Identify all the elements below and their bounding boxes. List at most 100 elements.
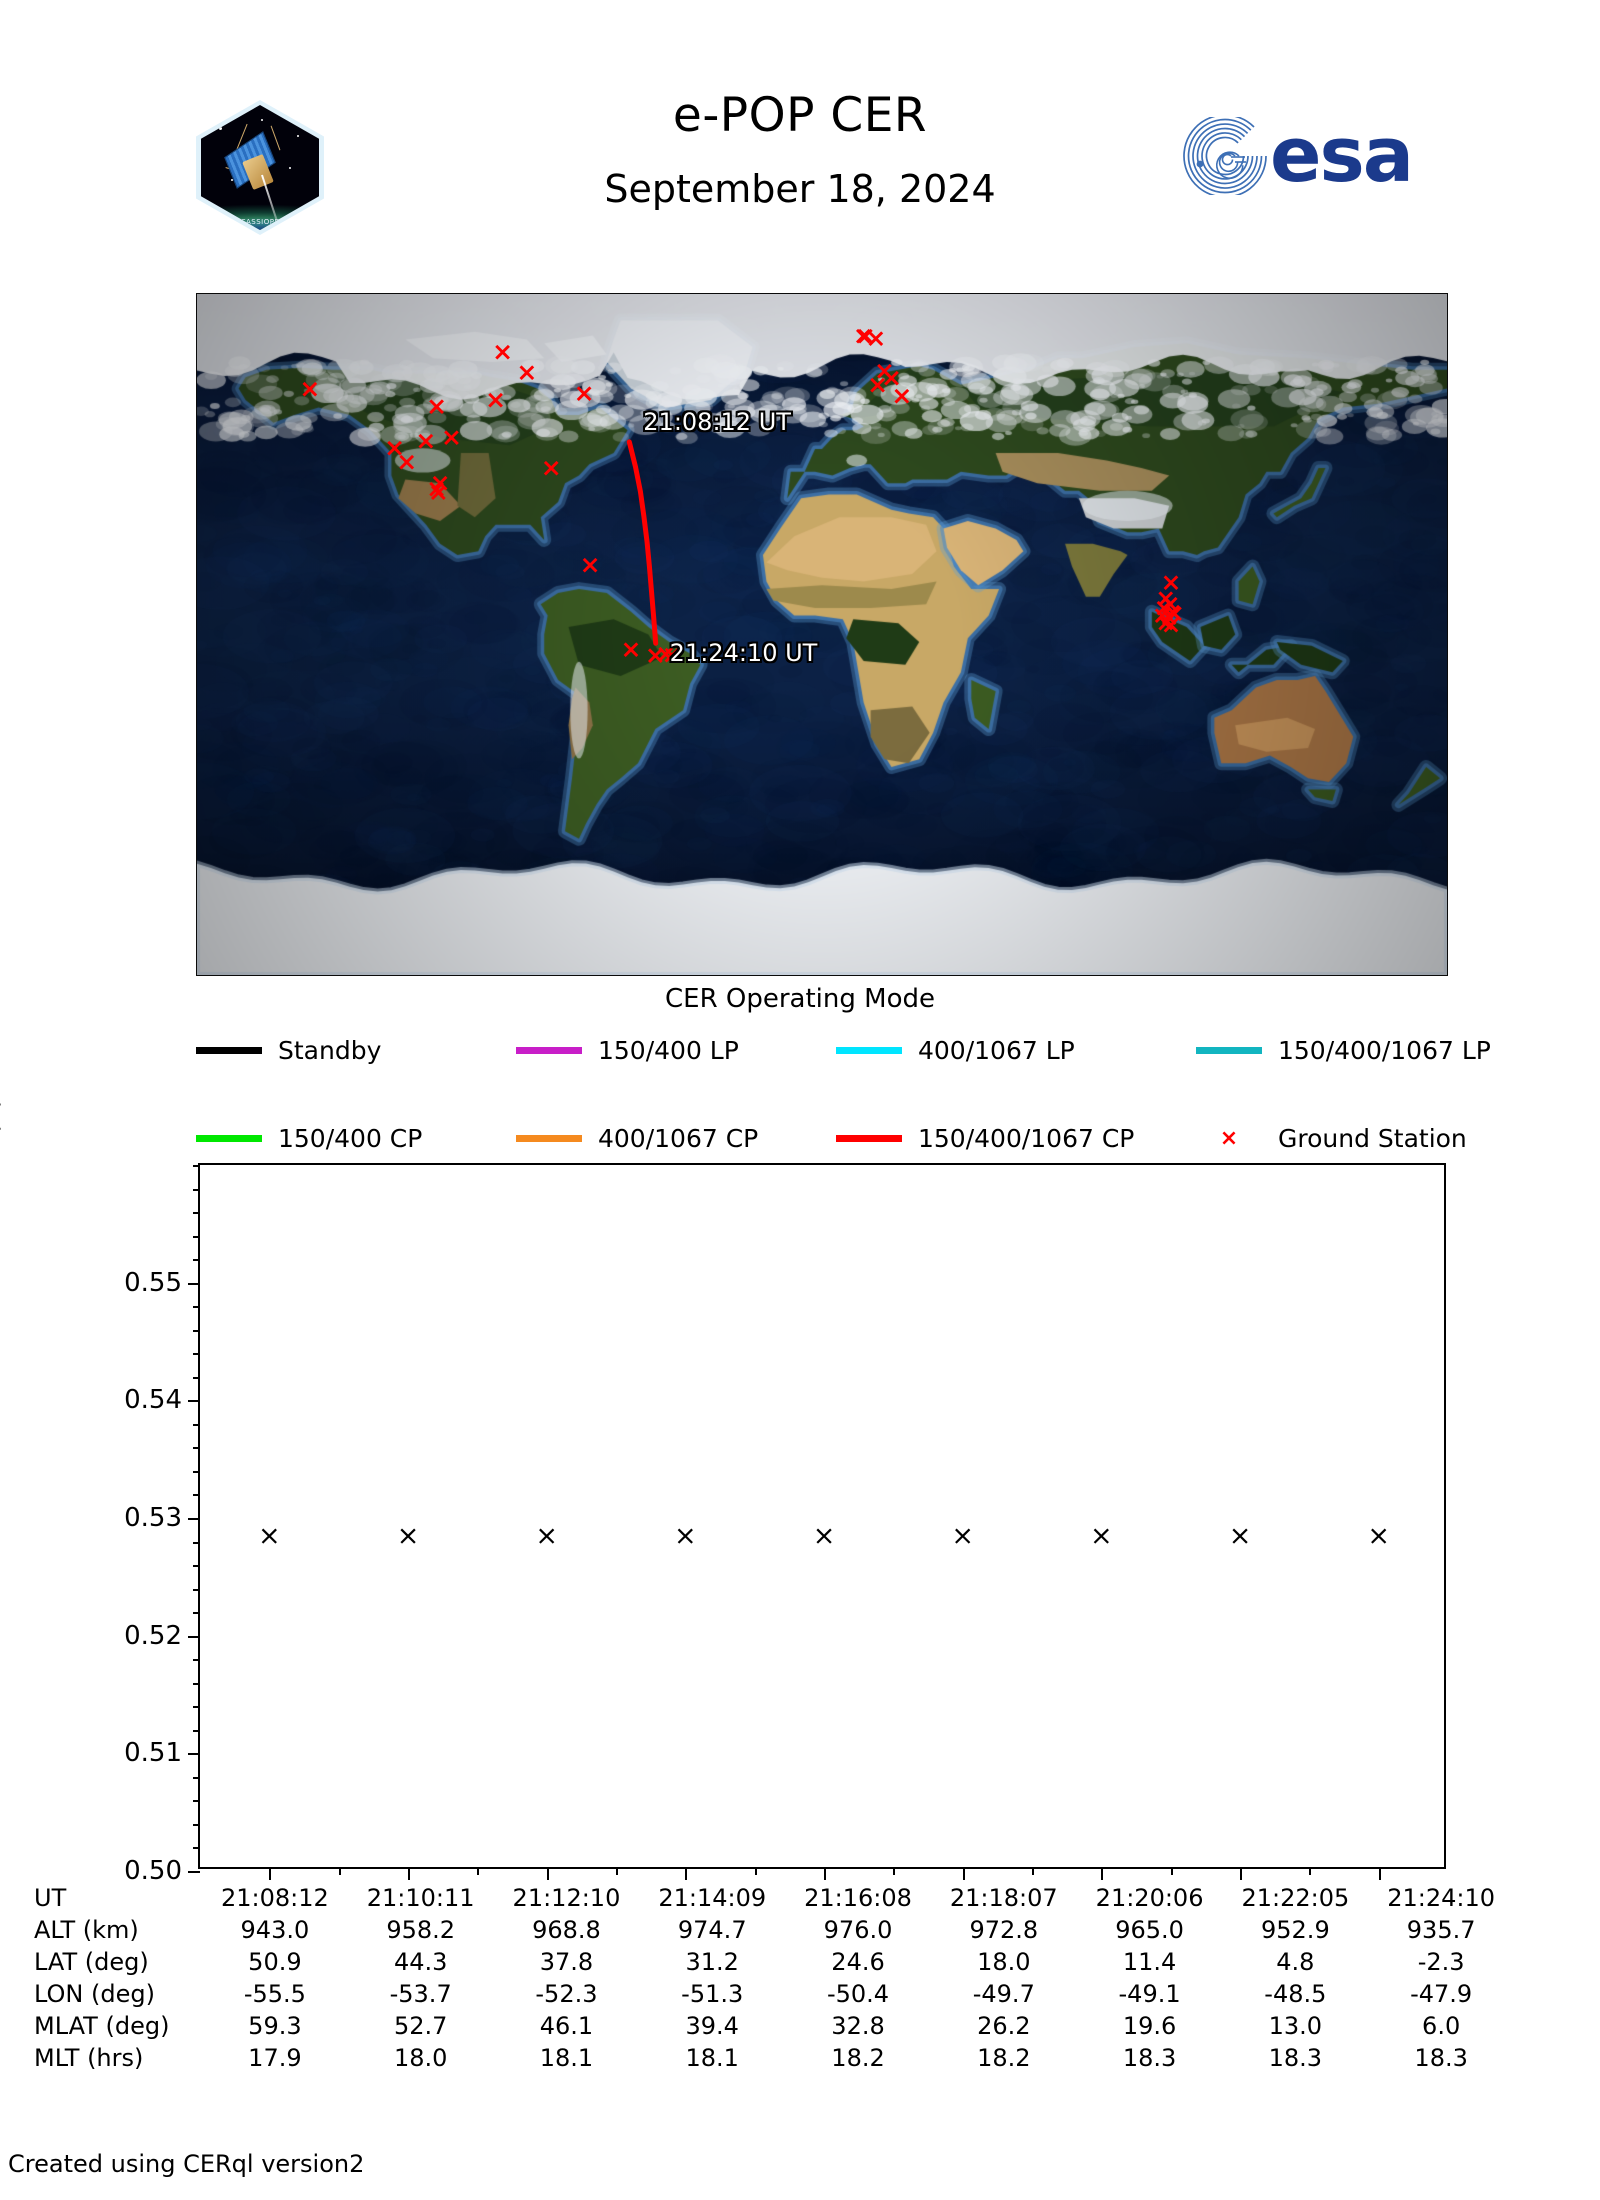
table-row-label: ALT (km)	[34, 1916, 202, 1944]
esa-swirl-icon	[1178, 117, 1273, 195]
table-cell: 976.0	[785, 1916, 931, 1944]
y-tick-minor	[193, 1306, 200, 1308]
legend-item-400-1067-lp[interactable]: 400/1067 LP	[836, 1036, 1075, 1065]
legend-color-swatch	[196, 1135, 262, 1142]
table-cell: 958.2	[348, 1916, 494, 1944]
y-tick-minor	[193, 1377, 200, 1379]
table-cell: 32.8	[785, 2012, 931, 2040]
legend-item-400-1067-cp[interactable]: 400/1067 CP	[516, 1124, 758, 1153]
legend-row: 150/400 CP 400/1067 CP 150/400/1067 CP × Gro…	[196, 1080, 1448, 1124]
data-point-marker: ×	[258, 1522, 281, 1549]
legend-color-swatch	[516, 1047, 582, 1054]
table-row-label: MLT (hrs)	[34, 2044, 202, 2072]
legend-color-swatch	[1196, 1047, 1262, 1054]
ground-station-marker: ×	[415, 426, 436, 455]
table-cell: 31.2	[639, 1948, 785, 1976]
y-tick-minor	[193, 1471, 200, 1473]
ground-station-marker: ×	[396, 447, 417, 476]
legend-marker-icon: ×	[1196, 1128, 1262, 1150]
ground-station-marker: ×	[853, 321, 874, 350]
data-point-marker: ×	[813, 1522, 836, 1549]
legend-item-150-400-lp[interactable]: 150/400 LP	[516, 1036, 739, 1065]
x-tick-minor	[616, 1867, 618, 1875]
data-point-marker: ×	[1229, 1522, 1252, 1549]
table-cell: 18.2	[931, 2044, 1077, 2072]
y-tick-minor	[193, 1800, 200, 1802]
table-cell: 6.0	[1368, 2012, 1514, 2040]
y-tick-major	[188, 1636, 200, 1638]
y-tick-minor	[193, 1589, 200, 1591]
ground-station-marker: ×	[299, 374, 320, 403]
x-tick-minor	[893, 1867, 895, 1875]
y-tick-minor	[193, 1494, 200, 1496]
y-tick-label: 0.55	[62, 1268, 182, 1298]
table-cell: 37.8	[494, 1948, 640, 1976]
table-cell: -49.1	[1077, 1980, 1223, 2008]
table-cell: 46.1	[494, 2012, 640, 2040]
cer-current-plot[interactable]: 0.55 0.54 0.53 0.52 0.51 0.50 × × × × × × × × ×	[198, 1163, 1446, 1869]
data-point-marker: ×	[397, 1522, 420, 1549]
y-tick-minor	[193, 1447, 200, 1449]
table-cell: 21:16:08	[785, 1884, 931, 1912]
y-tick-minor	[193, 1542, 200, 1544]
table-row: MLAT (deg) 59.3 52.7 46.1 39.4 32.8 26.2 19.6 13…	[34, 2012, 1514, 2044]
table-cell: 21:24:10	[1368, 1884, 1514, 1912]
table-cell: -51.3	[639, 1980, 785, 2008]
legend-item-standby[interactable]: Standby	[196, 1036, 381, 1065]
table-cell: 44.3	[348, 1948, 494, 1976]
table-cell: 11.4	[1077, 1948, 1223, 1976]
table-cell: 4.8	[1222, 1948, 1368, 1976]
table-row-label: MLAT (deg)	[34, 2012, 202, 2040]
page-header: CASSIOPE e-POP CER September 18, 2024 e	[0, 0, 1600, 270]
table-cell: -50.4	[785, 1980, 931, 2008]
y-tick-label: 0.54	[62, 1385, 182, 1415]
table-cell: 972.8	[931, 1916, 1077, 1944]
legend-item-label: 400/1067 LP	[918, 1036, 1075, 1065]
y-tick-label: 0.50	[62, 1856, 182, 1886]
table-cell: 19.6	[1077, 2012, 1223, 2040]
ground-station-marker: ×	[492, 337, 513, 366]
legend-item-150-400-cp[interactable]: 150/400 CP	[196, 1124, 422, 1153]
x-tick-major	[963, 1867, 965, 1880]
legend-item-ground-station[interactable]: × Ground Station	[1196, 1124, 1467, 1153]
y-tick-major	[188, 1400, 200, 1402]
legend-item-150-400-1067-cp[interactable]: 150/400/1067 CP	[836, 1124, 1134, 1153]
table-cell: -2.3	[1368, 1948, 1514, 1976]
map-overlay: ×× × ×××× ××××××××× ×××××× ××××××××××××××	[197, 294, 1447, 975]
ground-station-marker: ×	[867, 370, 888, 399]
table-cell: 952.9	[1222, 1916, 1368, 1944]
x-tick-minor	[1171, 1867, 1173, 1875]
world-map[interactable]: × × × × × × × × × × × × × × × × × × × × × × × × × × × × × × × × × × × × 21:…	[196, 293, 1448, 976]
table-row: ALT (km) 943.0 958.2 968.8 974.7 976.0 972.8 96…	[34, 1916, 1514, 1948]
y-axis-label: CER Current (A)	[0, 1040, 4, 1360]
x-tick-major	[1101, 1867, 1103, 1880]
table-cell: 59.3	[202, 2012, 348, 2040]
table-row: LON (deg) -55.5 -53.7 -52.3 -51.3 -50.4 -49.7-…	[34, 1980, 1514, 2012]
table-cell: 18.2	[785, 2044, 931, 2072]
esa-logo: esa	[1178, 117, 1453, 195]
footer-credit: Created using CERql version2	[8, 2150, 364, 2178]
table-cell: 18.3	[1368, 2044, 1514, 2072]
table-cell: -53.7	[348, 1980, 494, 2008]
table-cell: 21:10:11	[348, 1884, 494, 1912]
data-point-marker: ×	[535, 1522, 558, 1549]
logo-caption: CASSIOPE	[201, 218, 319, 226]
orbit-end-label: 21:24:10 UT	[670, 639, 818, 667]
y-tick-minor	[193, 1659, 200, 1661]
legend-item-label: 150/400 LP	[598, 1036, 739, 1065]
y-tick-minor	[193, 1424, 200, 1426]
ground-station-marker: ×	[428, 478, 449, 507]
table-row-label: LAT (deg)	[34, 1948, 202, 1976]
table-cell: -49.7	[931, 1980, 1077, 2008]
legend-item-label: 400/1067 CP	[598, 1124, 758, 1153]
legend-item-150-400-1067-lp[interactable]: 150/400/1067 LP	[1196, 1036, 1491, 1065]
table-cell: -47.9	[1368, 1980, 1514, 2008]
y-tick-label: 0.51	[62, 1738, 182, 1768]
table-row: UT 21:08:12 21:10:11 21:12:10 21:14:09 21:16:…	[34, 1884, 1514, 1916]
table-cell: 21:08:12	[202, 1884, 348, 1912]
esa-wordmark: esa	[1270, 115, 1412, 195]
table-cell: 18.1	[494, 2044, 640, 2072]
ground-station-marker: ×	[621, 635, 642, 664]
data-point-marker: ×	[1090, 1522, 1113, 1549]
table-cell: -48.5	[1222, 1980, 1368, 2008]
